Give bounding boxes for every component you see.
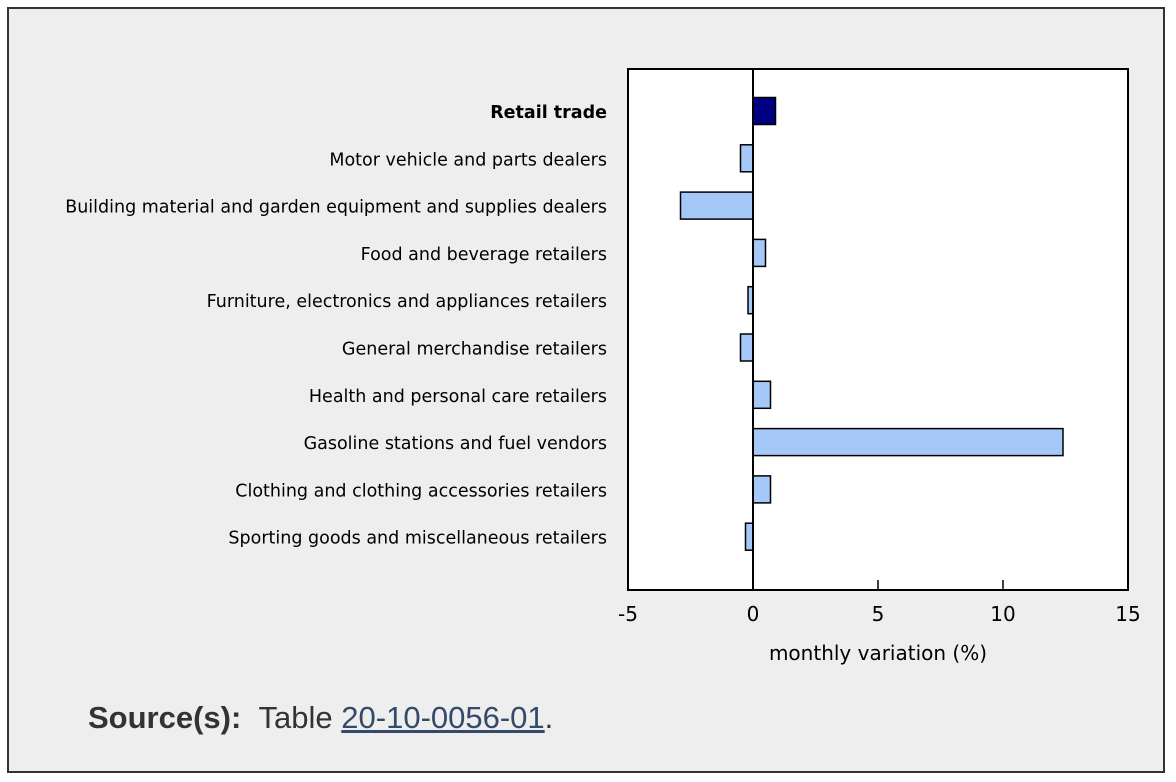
category-label-9: Sporting goods and miscellaneous retaile…: [228, 529, 607, 549]
bar-1: [739, 144, 754, 173]
category-label-4: Furniture, electronics and appliances re…: [207, 292, 607, 312]
bar-7: [752, 427, 1064, 457]
category-label-5: General merchandise retailers: [342, 340, 607, 360]
source-table-link[interactable]: 20-10-0056-01: [341, 700, 545, 735]
plot-area: [627, 68, 1129, 591]
source-label: Source(s):: [88, 700, 242, 735]
bar-3: [752, 238, 767, 268]
bar-9: [744, 522, 754, 551]
category-label-7: Gasoline stations and fuel vendors: [304, 434, 607, 454]
bar-5: [739, 333, 754, 362]
category-label-3: Food and beverage retailers: [361, 245, 607, 265]
bar-6: [752, 380, 772, 410]
category-label-1: Motor vehicle and parts dealers: [329, 150, 607, 170]
category-label-0: Retail trade: [490, 103, 607, 123]
source-prefix: Table: [258, 700, 333, 735]
x-tick-label-0: -5: [618, 602, 638, 626]
category-label-6: Health and personal care retailers: [309, 387, 607, 407]
source-note: Source(s): Table 20-10-0056-01.: [88, 700, 553, 736]
source-suffix: .: [544, 700, 554, 735]
category-label-2: Building material and garden equipment a…: [65, 198, 607, 218]
x-axis-label: monthly variation (%): [769, 641, 987, 665]
bar-8: [752, 475, 772, 504]
x-tick-label-3: 10: [990, 602, 1015, 626]
bar-0: [752, 96, 777, 126]
x-tick-label-2: 5: [872, 602, 885, 626]
x-tick-label-4: 15: [1115, 602, 1140, 626]
category-label-8: Clothing and clothing accessories retail…: [235, 481, 607, 501]
x-tick-label-1: 0: [747, 602, 760, 626]
bar-2: [679, 191, 754, 220]
